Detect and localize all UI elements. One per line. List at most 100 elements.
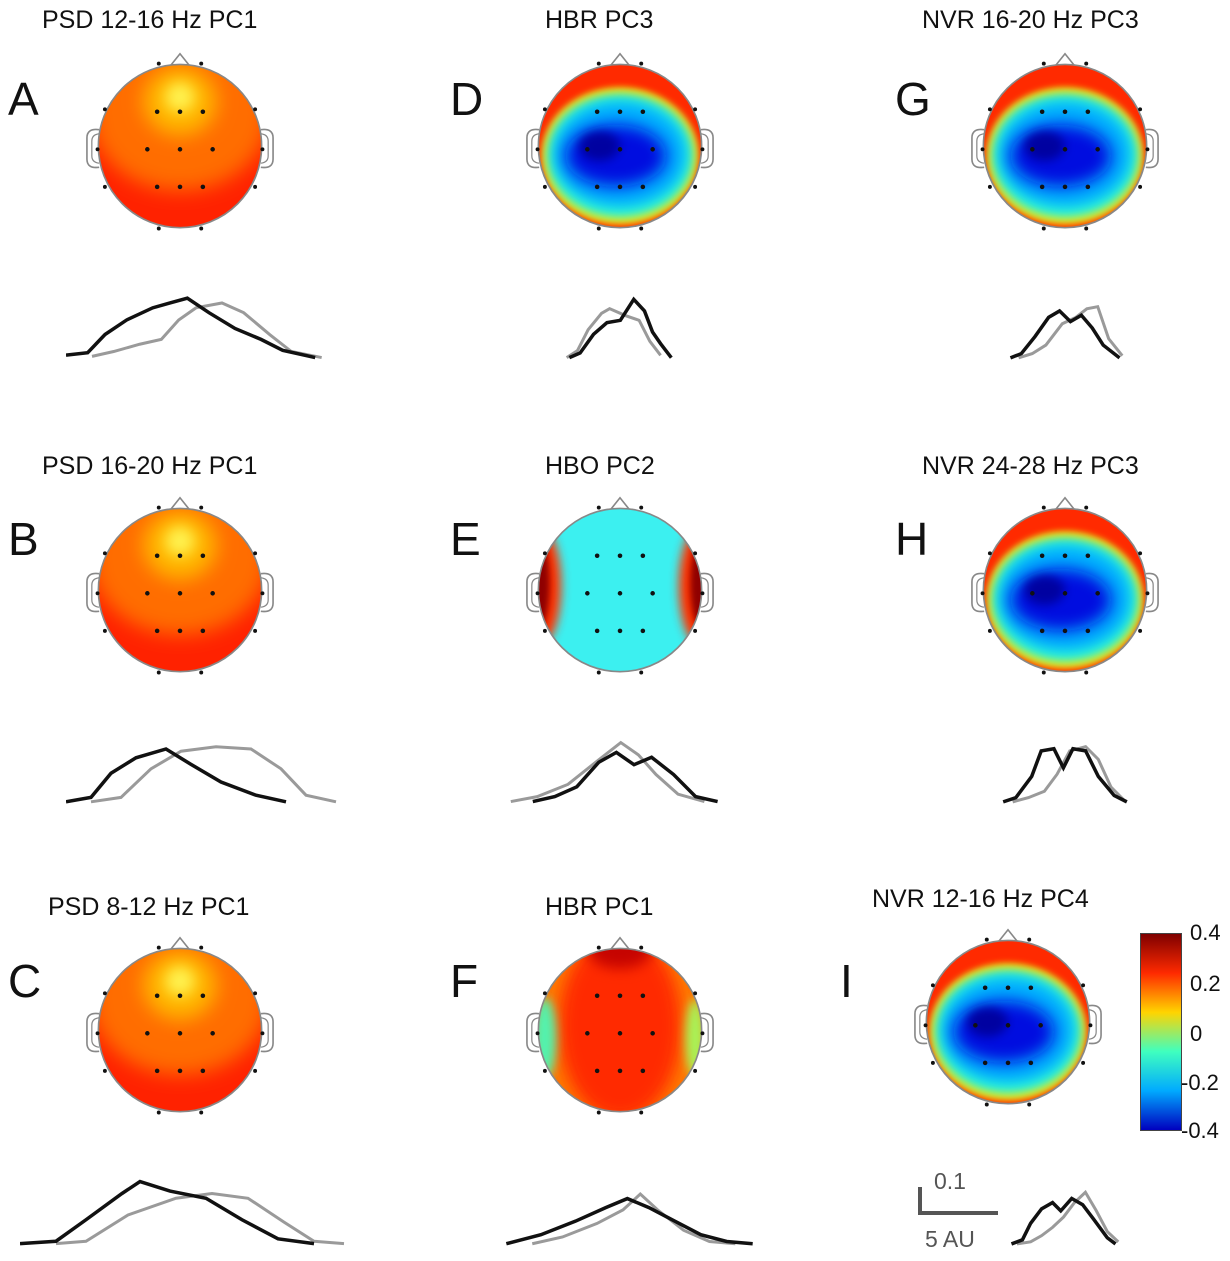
electrode-dot [177, 553, 183, 559]
topomap-colors [98, 508, 262, 672]
head-left-ear [86, 1012, 100, 1053]
colorbar-tick-high: 0.2 [1190, 971, 1221, 996]
electrode-dot [156, 945, 161, 950]
electrode-dot [260, 591, 265, 596]
electrode-dot [987, 551, 992, 556]
electrode-dot [154, 553, 160, 559]
electrode-dot [617, 993, 623, 999]
head-right-ear-inner [700, 577, 709, 608]
panel-g-title: NVR 16-20 Hz PC3 [922, 6, 1139, 34]
electrode-dot [1084, 61, 1089, 66]
head-right-ear-inner [260, 133, 269, 164]
electrode-dot [1038, 1023, 1043, 1028]
head-nose [609, 52, 631, 67]
electrode-dot [1041, 670, 1046, 675]
electrode-dot [177, 109, 183, 115]
electrode-dot [980, 147, 985, 152]
topomap-colors [926, 940, 1090, 1104]
electrode-dot [1138, 184, 1143, 189]
electrode-dot [177, 993, 183, 999]
electrode-dot [260, 147, 265, 152]
panel-h-letter: H [895, 513, 929, 565]
panel-b-topomap [86, 496, 274, 675]
electrode-dot [700, 591, 705, 596]
electrode-dot [1028, 1060, 1034, 1066]
panel-b-distribution [66, 738, 341, 804]
panel-a-distribution [66, 286, 326, 360]
head-nose [169, 496, 191, 511]
head-left-ear [971, 128, 985, 169]
electrode-dot [987, 184, 992, 189]
electrode-dot [535, 1031, 540, 1036]
electrode-dot [542, 551, 547, 556]
electrode-dot [650, 1031, 655, 1036]
panel-i-title: NVR 12-16 Hz PC4 [872, 885, 1089, 913]
electrode-dot [1062, 553, 1068, 559]
electrode-dot [1062, 628, 1068, 634]
electrode-dot [200, 1068, 206, 1074]
electrode-dot [1027, 1102, 1032, 1107]
electrode-dot [253, 628, 258, 633]
head-outline [537, 947, 703, 1113]
electrode-dot [987, 628, 992, 633]
trace-group2-line [1019, 307, 1123, 358]
topomap-colors [98, 64, 262, 228]
topomap-colors [538, 508, 702, 672]
electrode-dot [177, 1068, 183, 1074]
panel-h-topomap [971, 496, 1159, 675]
electrode-dot [1062, 591, 1068, 596]
electrode-dot [177, 628, 183, 634]
electrode-dot [594, 184, 600, 190]
head-nose [169, 52, 191, 67]
head-outline [982, 507, 1148, 673]
head-right-ear-inner [700, 133, 709, 164]
electrode-dot [1085, 553, 1091, 559]
panel-f-distribution [502, 1176, 757, 1246]
electrode-dot [973, 1023, 978, 1028]
electrode-dot [982, 1060, 988, 1066]
trace-group2-line [92, 303, 322, 358]
electrode-dot [987, 107, 992, 112]
trace-group1-line [533, 752, 718, 801]
electrode-dot [199, 670, 204, 675]
head-left-ear [914, 1004, 928, 1045]
scale-bar-horizontal-label: 5 AU [925, 1226, 975, 1252]
head-left-ear-inner [531, 1017, 540, 1048]
electrode-dot [639, 1110, 644, 1115]
colorbar-tick-low: -0.2 [1181, 1070, 1219, 1095]
head-right-ear [1145, 572, 1159, 613]
topomap-colors [983, 64, 1147, 228]
head-right-ear [260, 128, 274, 169]
electrode-dot [1005, 1060, 1011, 1066]
panel-c-distribution [20, 1172, 350, 1246]
electrode-dot [930, 1060, 935, 1065]
panel-b-letter: B [8, 513, 39, 565]
trace-group1-line [1003, 749, 1127, 802]
head-right-ear [700, 572, 714, 613]
panel-e-title: HBO PC2 [545, 452, 655, 480]
electrode-dot [200, 184, 206, 190]
electrode-dot [542, 991, 547, 996]
electrode-dot [154, 184, 160, 190]
scale-bar-vertical-label: 0.1 [934, 1168, 966, 1194]
electrode-dot [200, 109, 206, 115]
electrode-dot [199, 226, 204, 231]
electrode-dot [594, 109, 600, 115]
electrode-dot [923, 1023, 928, 1028]
electrode-dot [1041, 226, 1046, 231]
electrode-dot [542, 628, 547, 633]
head-outline [537, 63, 703, 229]
electrode-dot [1095, 591, 1100, 596]
head-right-ear [700, 128, 714, 169]
electrode-dot [1030, 147, 1035, 152]
electrode-dot [1138, 628, 1143, 633]
electrode-dot [594, 628, 600, 634]
electrode-dot [1028, 985, 1034, 991]
head-nose [1054, 52, 1076, 67]
topomap-colors [983, 508, 1147, 672]
electrode-dot [650, 591, 655, 596]
electrode-dot [617, 553, 623, 559]
electrode-dot [1138, 551, 1143, 556]
electrode-dot [639, 226, 644, 231]
head-right-ear-inner [1088, 1009, 1097, 1040]
